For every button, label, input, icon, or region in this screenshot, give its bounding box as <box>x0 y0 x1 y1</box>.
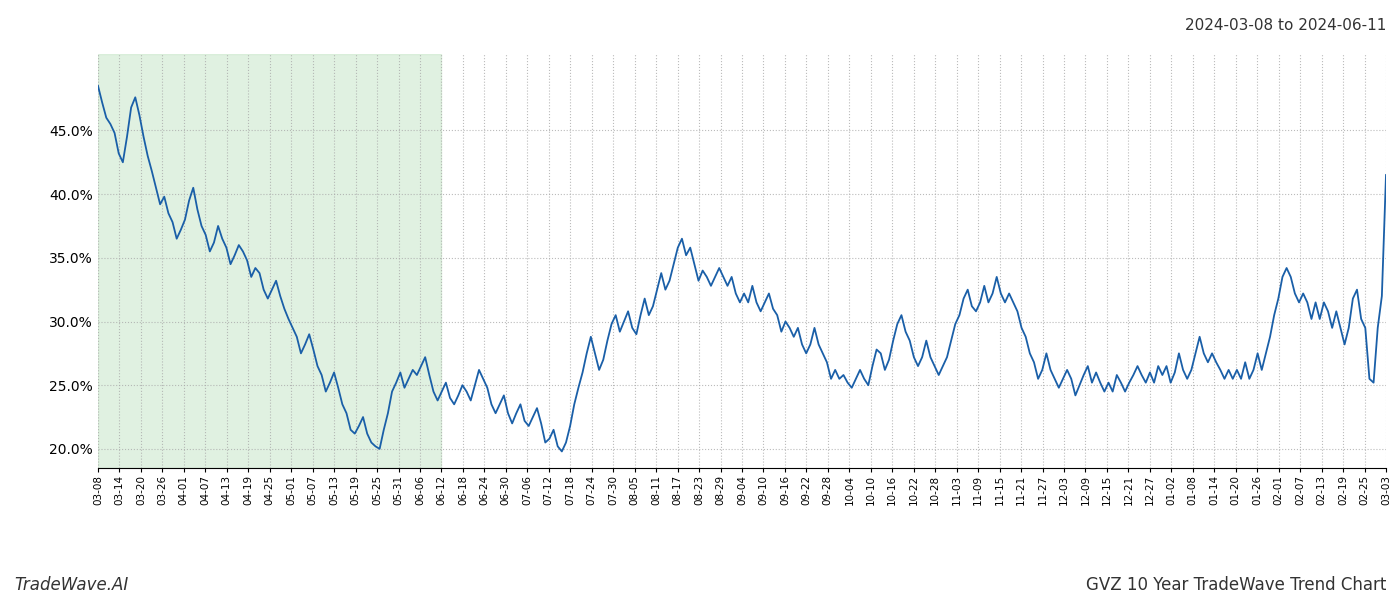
Bar <box>98 54 441 468</box>
Text: TradeWave.AI: TradeWave.AI <box>14 576 129 594</box>
Text: 2024-03-08 to 2024-06-11: 2024-03-08 to 2024-06-11 <box>1184 18 1386 33</box>
Text: GVZ 10 Year TradeWave Trend Chart: GVZ 10 Year TradeWave Trend Chart <box>1085 576 1386 594</box>
